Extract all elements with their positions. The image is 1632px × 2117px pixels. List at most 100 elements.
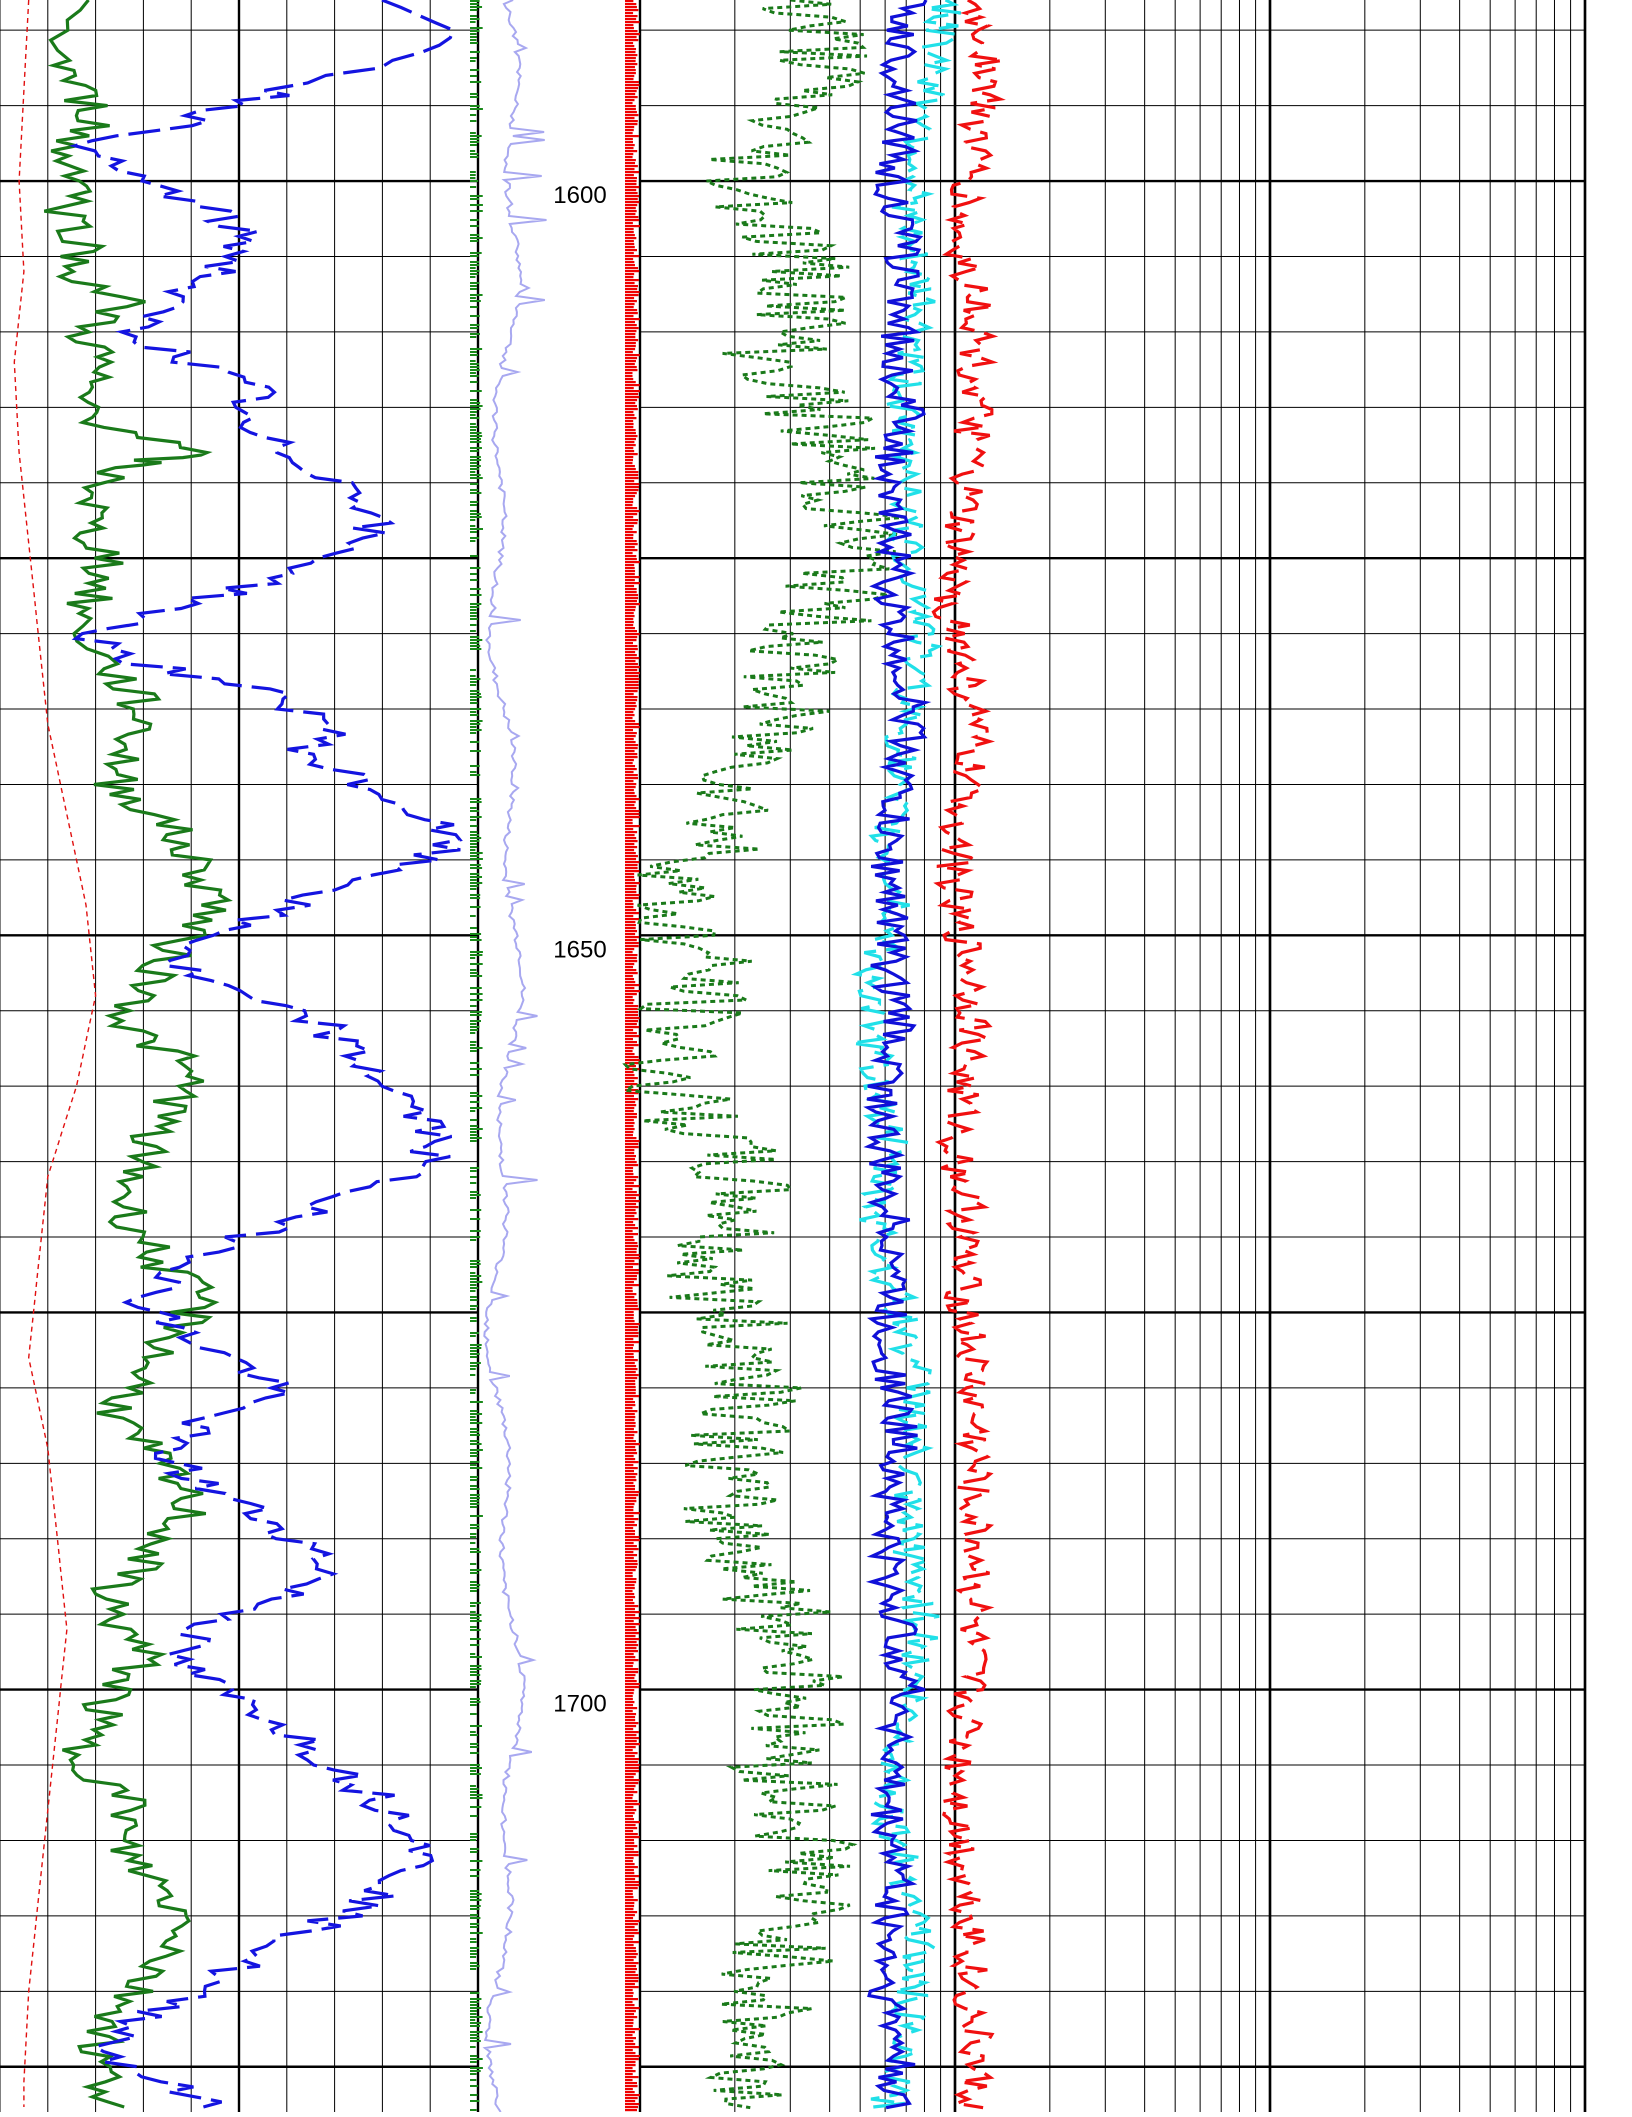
- red-flag-mark: [625, 1242, 638, 1245]
- red-flag-mark: [625, 561, 640, 564]
- red-flag-mark: [625, 126, 635, 129]
- red-flag-mark: [625, 1785, 636, 1788]
- red-flag-mark: [625, 1287, 633, 1290]
- green-flag-mark: [470, 1356, 478, 1358]
- green-flag-mark: [470, 1023, 477, 1025]
- red-flag-mark: [625, 1578, 637, 1581]
- green-flag-mark: [470, 1869, 481, 1871]
- green-flag-mark: [470, 285, 478, 287]
- red-flag-mark: [625, 2046, 640, 2049]
- red-flag-mark: [625, 546, 635, 549]
- red-flag-mark: [625, 99, 635, 102]
- green-flag-mark: [470, 3, 479, 5]
- red-flag-mark: [625, 1734, 637, 1737]
- red-flag-mark: [625, 423, 634, 426]
- red-flag-mark: [625, 1464, 634, 1467]
- red-flag-mark: [625, 1125, 634, 1128]
- red-flag-mark: [625, 1977, 639, 1980]
- red-flag-mark: [625, 1695, 633, 1698]
- green-flag-mark: [470, 801, 482, 803]
- red-flag-mark: [625, 1446, 636, 1449]
- red-flag-mark: [625, 825, 640, 828]
- green-flag-mark: [470, 2031, 483, 2033]
- green-flag-mark: [470, 390, 482, 392]
- green-flag-mark: [470, 807, 477, 809]
- red-flag-mark: [625, 252, 634, 255]
- green-flag-mark: [470, 36, 478, 38]
- red-flag-mark: [625, 630, 638, 633]
- red-flag-mark: [625, 1428, 634, 1431]
- red-flag-mark: [625, 1494, 639, 1497]
- green-flag-mark: [470, 1914, 478, 1916]
- red-flag-mark: [625, 687, 639, 690]
- green-flag-mark: [470, 132, 476, 134]
- red-flag-mark: [625, 1644, 639, 1647]
- green-flag-mark: [470, 750, 481, 752]
- red-flag-mark: [625, 447, 634, 450]
- red-flag-mark: [625, 1818, 634, 1821]
- green-flag-mark: [470, 972, 478, 974]
- red-flag-mark: [625, 171, 640, 174]
- red-flag-mark: [625, 1188, 633, 1191]
- green-flag-mark: [470, 1440, 479, 1442]
- green-flag-mark: [470, 0, 480, 2]
- red-flag-mark: [625, 1776, 634, 1779]
- red-flag-mark: [625, 1794, 634, 1797]
- red-flag-mark: [625, 852, 636, 855]
- green-flag-mark: [470, 846, 478, 848]
- red-flag-mark: [625, 1905, 635, 1908]
- green-flag-mark: [470, 1131, 477, 1133]
- green-flag-mark: [470, 432, 482, 434]
- red-flag-mark: [625, 1596, 636, 1599]
- red-flag-mark: [625, 1143, 639, 1146]
- green-flag-mark: [470, 489, 479, 491]
- red-flag-mark: [625, 2052, 636, 2055]
- red-flag-mark: [625, 1413, 635, 1416]
- red-flag-mark: [625, 1530, 636, 1533]
- red-flag-mark: [625, 195, 640, 198]
- red-flag-mark: [625, 1401, 635, 1404]
- green-flag-mark: [470, 1956, 477, 1958]
- red-flag-mark: [625, 762, 633, 765]
- green-flag-mark: [470, 1908, 480, 1910]
- red-flag-mark: [625, 816, 640, 819]
- green-flag-mark: [470, 726, 477, 728]
- green-flag-mark: [470, 1452, 479, 1454]
- red-flag-mark: [625, 1233, 639, 1236]
- red-flag-mark: [625, 1749, 633, 1752]
- red-flag-mark: [625, 633, 640, 636]
- red-flag-mark: [625, 264, 635, 267]
- red-flag-mark: [625, 1008, 638, 1011]
- red-flag-mark: [625, 1632, 640, 1635]
- red-flag-mark: [625, 936, 639, 939]
- green-flag-mark: [470, 204, 483, 206]
- red-flag-mark: [625, 414, 635, 417]
- red-flag-mark: [625, 2022, 634, 2025]
- green-flag-mark: [470, 1665, 482, 1667]
- green-flag-mark: [470, 297, 476, 299]
- red-flag-mark: [625, 579, 635, 582]
- green-flag-mark: [470, 1392, 476, 1394]
- green-flag-mark: [470, 255, 479, 257]
- red-flag-mark: [625, 1788, 635, 1791]
- red-flag-mark: [625, 27, 634, 30]
- red-flag-mark: [625, 1533, 635, 1536]
- green-flag-mark: [470, 999, 483, 1001]
- green-flag-mark: [470, 1137, 482, 1139]
- red-flag-mark: [625, 1074, 635, 1077]
- red-flag-mark: [625, 2109, 638, 2112]
- red-flag-mark: [625, 723, 640, 726]
- red-flag-mark: [625, 192, 638, 195]
- red-flag-mark: [625, 513, 638, 516]
- green-flag-mark: [470, 1602, 481, 1604]
- green-flag-mark: [470, 1260, 481, 1262]
- red-flag-mark: [625, 891, 637, 894]
- green-flag-mark: [470, 2073, 477, 2075]
- green-flag-mark: [470, 426, 478, 428]
- red-flag-mark: [625, 1878, 636, 1881]
- red-flag-mark: [625, 114, 639, 117]
- red-flag-mark: [625, 1095, 634, 1098]
- green-flag-mark: [470, 2046, 476, 2048]
- red-flag-mark: [625, 1731, 639, 1734]
- red-flag-mark: [625, 1167, 634, 1170]
